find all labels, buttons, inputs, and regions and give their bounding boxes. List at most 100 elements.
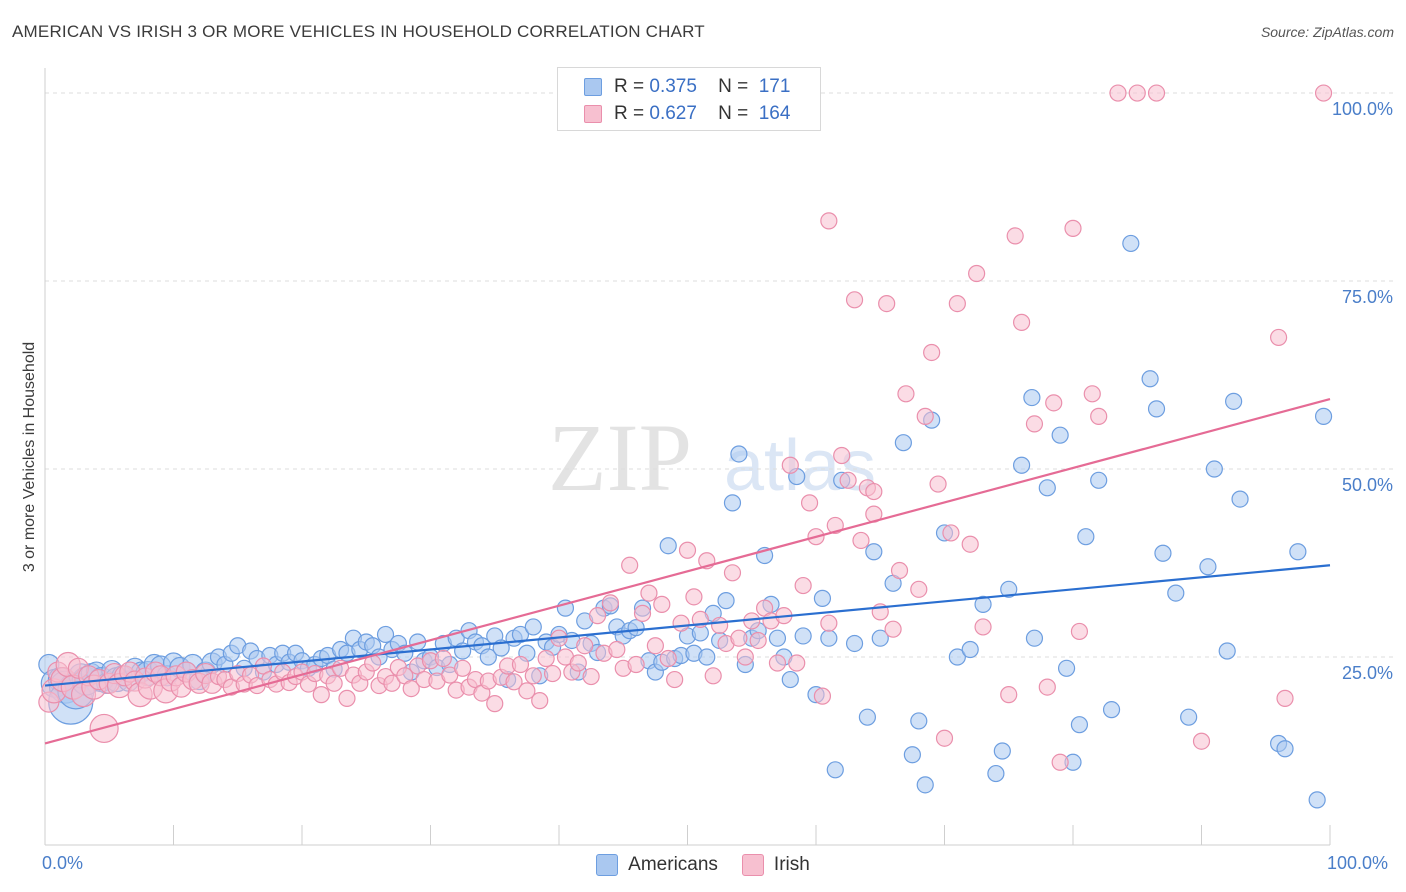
irish-point	[826, 516, 844, 535]
y-tick-label: 100.0%	[1332, 99, 1393, 119]
irish-trend-line	[44, 398, 1331, 745]
irish-point	[518, 682, 536, 700]
irish-n-label: N =	[718, 103, 749, 124]
grid-lines	[45, 92, 1395, 658]
irish-point	[723, 564, 742, 582]
correlation-legend: R = 0.375 N = 171 R = 0.627 N = 164	[557, 67, 821, 131]
irish-point	[646, 637, 664, 655]
irish-point	[666, 670, 684, 689]
irish-point	[383, 674, 401, 692]
irish-point	[621, 556, 639, 574]
y-tick-labels: 25.0% 50.0% 75.0% 100.0%	[1332, 99, 1393, 683]
americans-point	[1023, 388, 1041, 407]
americans-point	[781, 670, 799, 689]
irish-point	[884, 620, 902, 638]
americans-point	[1051, 426, 1069, 444]
americans-point	[865, 543, 883, 561]
irish-point	[852, 531, 870, 550]
americans-point	[1180, 708, 1198, 726]
americans-point	[1289, 543, 1307, 561]
americans-point	[1025, 629, 1044, 647]
irish-point	[505, 673, 523, 691]
americans-point	[813, 589, 832, 607]
americans-point	[479, 648, 497, 666]
americans-point	[1122, 234, 1140, 253]
trend-lines	[44, 398, 1331, 745]
watermark-atlas: atlas	[724, 426, 876, 506]
irish-point	[923, 343, 941, 362]
americans-point	[974, 595, 992, 613]
irish-point	[968, 264, 986, 283]
irish-point	[1070, 622, 1089, 641]
irish-point	[1064, 219, 1082, 237]
legend-row-irish: R = 0.627 N = 164	[584, 102, 790, 126]
irish-point	[524, 667, 542, 685]
irish-point	[794, 576, 812, 595]
y-tick-label: 50.0%	[1342, 475, 1393, 495]
americans-point	[698, 648, 716, 666]
irish-points	[38, 84, 1333, 771]
irish-point	[813, 687, 832, 705]
irish-point	[576, 637, 594, 655]
irish-point	[942, 524, 960, 542]
americans-point	[1012, 456, 1031, 474]
americans-point	[1154, 544, 1172, 562]
americans-point	[717, 592, 735, 610]
irish-point	[1006, 227, 1024, 245]
americans-point	[1102, 701, 1121, 719]
americans-point	[1070, 716, 1089, 734]
irish-point	[588, 607, 607, 625]
irish-point	[935, 729, 954, 747]
y-tick-label: 75.0%	[1342, 287, 1393, 307]
legend-item-americans[interactable]: Americans	[596, 854, 718, 876]
irish-point	[338, 689, 356, 707]
irish-point	[454, 659, 472, 677]
irish-point	[730, 629, 748, 647]
irish-point	[1314, 84, 1333, 102]
americans-point	[1205, 460, 1223, 478]
irish-point	[402, 679, 420, 698]
americans-point	[1000, 580, 1018, 598]
x-tick-label-max: 100.0%	[1327, 853, 1389, 873]
americans-n-label: N =	[718, 76, 749, 97]
irish-point	[1038, 678, 1056, 696]
americans-point	[723, 494, 742, 512]
irish-point	[569, 654, 587, 672]
irish-point	[685, 588, 703, 606]
irish-point	[608, 640, 626, 659]
irish-point	[736, 648, 754, 666]
americans-n-value: 171	[758, 76, 791, 97]
irish-point	[788, 654, 806, 672]
series-legend: Americans Irish	[0, 852, 1406, 878]
irish-point	[531, 692, 549, 710]
irish-point	[627, 655, 645, 674]
irish-point	[1276, 689, 1294, 707]
irish-point	[486, 695, 504, 713]
americans-point	[961, 640, 979, 659]
irish-point	[768, 654, 787, 672]
irish-point	[916, 407, 934, 425]
irish-point	[678, 541, 697, 559]
americans-point	[820, 629, 838, 647]
irish-point	[910, 580, 928, 598]
x-tick-label-min: 0.0%	[42, 853, 84, 873]
legend-item-irish[interactable]: Irish	[741, 854, 810, 876]
irish-point	[800, 494, 819, 512]
irish-point	[312, 686, 330, 704]
axes	[44, 68, 1331, 846]
irish-point	[543, 664, 562, 683]
irish-point	[878, 294, 896, 313]
americans-point	[627, 619, 645, 637]
irish-point	[1128, 84, 1146, 102]
legend-row-americans: R = 0.375 N = 171	[584, 75, 790, 99]
americans-point	[511, 625, 530, 644]
irish-point	[820, 614, 838, 632]
irish-point	[1045, 394, 1063, 412]
irish-point	[653, 595, 671, 613]
americans-point	[903, 746, 921, 764]
americans-point	[993, 742, 1011, 760]
americans-point	[1090, 471, 1108, 489]
americans-point	[894, 434, 912, 452]
americans-point	[1167, 584, 1185, 602]
